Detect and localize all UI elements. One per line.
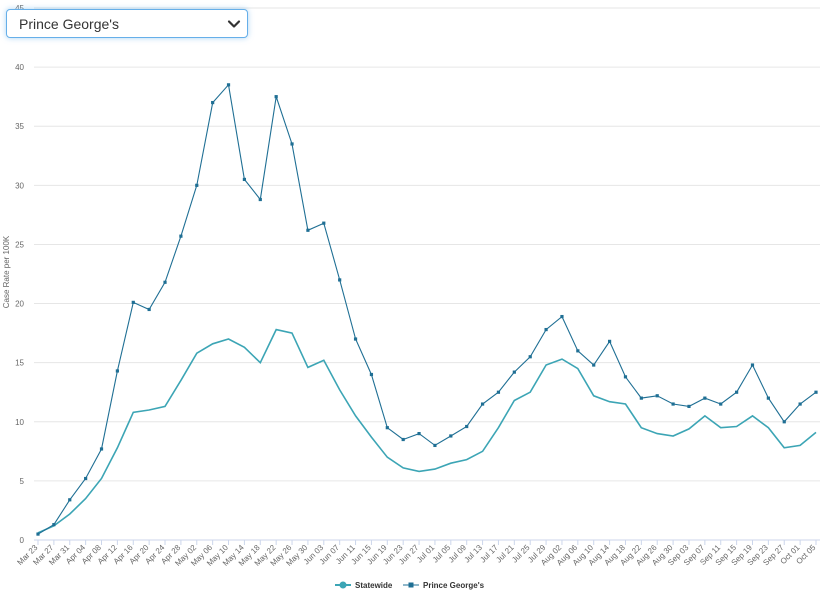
data-point xyxy=(306,228,310,232)
data-point xyxy=(131,300,135,304)
data-point xyxy=(735,390,739,394)
data-point xyxy=(115,369,119,373)
data-point xyxy=(274,95,278,99)
data-point xyxy=(36,532,40,536)
y-tick-label: 20 xyxy=(15,300,24,309)
data-point xyxy=(163,280,167,284)
data-point xyxy=(512,370,516,374)
data-point xyxy=(417,432,421,436)
data-point xyxy=(52,523,56,527)
data-point xyxy=(560,314,564,319)
y-axis-label: Case Rate per 100K xyxy=(2,235,11,308)
data-point xyxy=(687,404,691,409)
data-point xyxy=(226,83,231,87)
series-line xyxy=(37,83,817,535)
y-axis: 0 5 10 15 20 25 30 35 40 45 xyxy=(15,4,24,545)
data-point xyxy=(766,396,770,400)
data-point xyxy=(623,375,628,379)
data-point xyxy=(322,221,326,225)
y-tick-label: 15 xyxy=(15,359,24,368)
y-tick-label: 0 xyxy=(20,536,25,545)
data-point xyxy=(385,426,389,430)
data-point xyxy=(401,437,405,442)
data-point xyxy=(719,402,723,406)
data-point xyxy=(84,476,88,481)
data-point xyxy=(338,278,342,282)
data-point xyxy=(607,339,612,343)
data-point xyxy=(655,394,659,398)
data-point xyxy=(99,447,104,451)
y-tick-label: 30 xyxy=(15,181,24,190)
data-point xyxy=(290,142,294,146)
data-point xyxy=(195,183,199,187)
data-point xyxy=(671,402,675,406)
data-point xyxy=(798,402,802,406)
data-point xyxy=(449,434,453,438)
data-point xyxy=(703,396,707,400)
chart-series xyxy=(36,83,818,536)
chevron-down-icon xyxy=(227,20,241,28)
y-tick-label: 40 xyxy=(15,63,24,72)
data-point xyxy=(68,498,72,502)
legend-marker xyxy=(339,581,347,589)
series-line xyxy=(37,328,817,534)
county-select-value: Prince George's xyxy=(19,16,119,32)
data-point xyxy=(528,355,532,359)
data-point xyxy=(592,363,596,367)
data-point xyxy=(782,420,786,424)
y-tick-label: 35 xyxy=(15,122,24,131)
legend-label: Statewide xyxy=(355,581,393,590)
data-point xyxy=(211,100,215,105)
chart-gridlines xyxy=(34,7,820,541)
data-point xyxy=(258,197,262,202)
data-point xyxy=(433,443,437,448)
data-point xyxy=(496,390,501,394)
data-point xyxy=(639,396,643,400)
y-tick-label: 10 xyxy=(15,418,24,427)
data-point xyxy=(353,337,358,341)
legend-label: Prince George's xyxy=(423,581,485,590)
data-point xyxy=(480,402,485,406)
data-point xyxy=(179,234,183,238)
data-point xyxy=(750,363,755,367)
chart-legend: Statewide Prince George's xyxy=(335,581,485,590)
county-select[interactable]: Prince George's xyxy=(6,9,248,38)
data-point xyxy=(814,390,818,394)
data-point xyxy=(369,372,374,377)
y-tick-label: 25 xyxy=(15,240,24,249)
data-point xyxy=(465,424,469,429)
legend-marker xyxy=(408,582,414,588)
y-tick-label: 45 xyxy=(15,4,24,13)
data-point xyxy=(544,327,548,332)
data-point xyxy=(576,349,580,353)
y-tick-label: 5 xyxy=(20,477,25,486)
data-point xyxy=(242,177,247,182)
data-point xyxy=(147,307,151,312)
